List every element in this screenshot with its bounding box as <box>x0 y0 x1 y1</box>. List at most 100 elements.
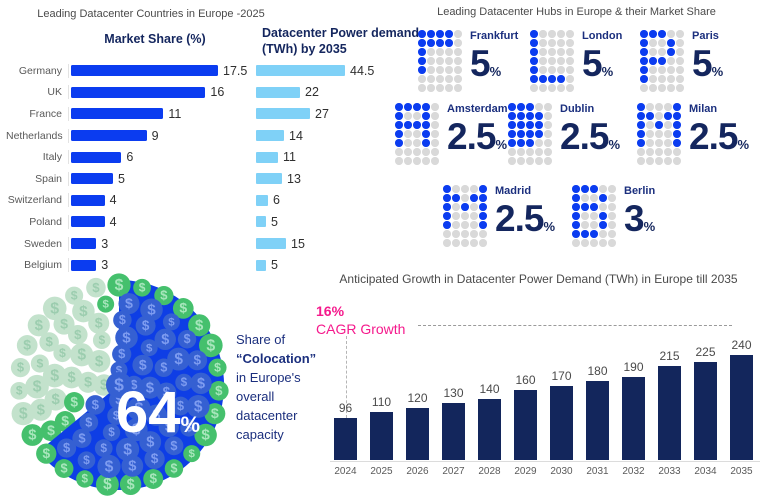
grid-dot-icon <box>637 139 645 147</box>
dollar-coin-icon: $ <box>10 381 29 400</box>
market-share-value: 4 <box>109 193 117 208</box>
grid-dot-icon <box>667 84 675 92</box>
dollar-coin-icon: $ <box>107 273 131 297</box>
grid-dot-icon <box>445 48 453 56</box>
power-demand-bar <box>256 65 345 77</box>
year-label: 2030 <box>550 466 573 477</box>
grid-dot-icon <box>646 157 654 165</box>
market-share-bar <box>71 194 105 206</box>
grid-dot-icon <box>418 48 426 56</box>
svg-text:$: $ <box>149 471 157 486</box>
svg-text:$: $ <box>127 477 135 493</box>
grid-dot-icon <box>566 48 574 56</box>
power-demand-bar-cell: 11 <box>256 150 416 164</box>
dollar-coin-icon: $ <box>204 403 226 425</box>
grid-dot-icon <box>530 66 538 74</box>
grid-dot-icon <box>581 230 589 238</box>
grid-dot-icon <box>581 194 589 202</box>
grid-dot-icon <box>404 139 412 147</box>
grid-dot-icon <box>544 130 552 138</box>
market-share-bar <box>71 238 97 250</box>
grid-dot-icon <box>470 239 478 247</box>
svg-text:$: $ <box>84 375 92 391</box>
svg-text:$: $ <box>59 346 66 360</box>
grid-dot-icon <box>461 194 469 202</box>
grid-dot-icon <box>404 103 412 111</box>
dollar-coin-icon: $ <box>156 382 177 403</box>
grid-dot-icon <box>667 66 675 74</box>
grid-dot-icon <box>557 75 565 83</box>
dollar-coin-icon: $ <box>162 313 180 331</box>
grid-dot-icon <box>608 194 616 202</box>
grid-dot-icon <box>544 121 552 129</box>
grid-dot-icon <box>640 84 648 92</box>
grid-dot-icon <box>535 130 543 138</box>
svg-text:$: $ <box>82 473 89 486</box>
grid-dot-icon <box>470 194 478 202</box>
grid-dot-icon <box>395 148 403 156</box>
dollar-coin-icon: $ <box>190 372 212 395</box>
hub-share-value: 2.5% <box>495 198 555 239</box>
svg-text:$: $ <box>165 419 173 434</box>
grid-dot-icon <box>479 239 487 247</box>
svg-text:$: $ <box>201 427 210 444</box>
dollar-coin-icon: $ <box>77 451 96 470</box>
dollar-coin-icon: $ <box>199 333 223 358</box>
dollar-coin-icon: $ <box>175 373 193 392</box>
grid-dot-icon <box>535 148 543 156</box>
country-label: Italy <box>42 151 62 164</box>
growth-bar <box>406 407 429 460</box>
growth-bar <box>730 355 753 460</box>
svg-text:$: $ <box>100 441 107 455</box>
grid-dot-icon <box>590 221 598 229</box>
grid-dot-icon <box>608 230 616 238</box>
grid-dot-icon <box>427 84 435 92</box>
country-row: Belgium 3 5 <box>6 254 416 276</box>
svg-text:$: $ <box>125 296 133 312</box>
grid-dot-icon <box>517 112 525 120</box>
grid-dot-icon <box>581 185 589 193</box>
svg-text:$: $ <box>151 451 159 466</box>
grid-dot-icon <box>572 239 580 247</box>
svg-text:$: $ <box>115 277 124 294</box>
grid-dot-icon <box>667 48 675 56</box>
svg-text:$: $ <box>78 430 86 445</box>
grid-dot-icon <box>535 103 543 111</box>
dollar-coin-icon: $ <box>10 358 31 378</box>
growth-bar-value: 130 <box>443 386 464 401</box>
growth-bar-value: 190 <box>623 359 644 374</box>
dollar-coin-icon: $ <box>143 468 164 489</box>
country-row: France 11 27 <box>6 103 416 125</box>
grid-dot-icon <box>590 239 598 247</box>
hub-text: London 5% <box>582 30 622 93</box>
grid-dot-icon <box>413 157 421 165</box>
grid-dot-icon <box>599 239 607 247</box>
dollar-coin-icon: $ <box>113 310 132 330</box>
dollar-coin-icon: $ <box>194 423 217 447</box>
grid-dot-icon <box>676 66 684 74</box>
dollar-coin-icon: $ <box>42 296 67 321</box>
dollar-coin-icon: $ <box>208 358 227 377</box>
dollar-coin-icon: $ <box>95 472 119 496</box>
grid-dot-icon <box>590 185 598 193</box>
power-demand-bar-cell: 22 <box>256 85 416 99</box>
power-demand-bar-cell: 15 <box>256 237 416 251</box>
grid-dot-icon <box>436 75 444 83</box>
grid-dot-icon <box>539 30 547 38</box>
power-demand-value: 13 <box>287 171 301 186</box>
grid-dot-icon <box>655 139 663 147</box>
grid-dot-icon <box>599 203 607 211</box>
power-demand-bar-cell: 27 <box>256 107 416 121</box>
grid-dot-icon <box>530 30 538 38</box>
grid-dot-icon <box>646 148 654 156</box>
svg-text:$: $ <box>177 398 184 413</box>
svg-text:$: $ <box>35 317 44 334</box>
grid-dot-icon <box>590 203 598 211</box>
grid-dot-icon <box>655 121 663 129</box>
grid-dot-icon <box>673 148 681 156</box>
dollar-coin-icon: $ <box>177 330 197 349</box>
grid-dot-icon <box>667 39 675 47</box>
market-share-bar-cell: 4 <box>68 193 256 208</box>
grid-dot-icon <box>404 130 412 138</box>
grid-dot-icon <box>655 130 663 138</box>
